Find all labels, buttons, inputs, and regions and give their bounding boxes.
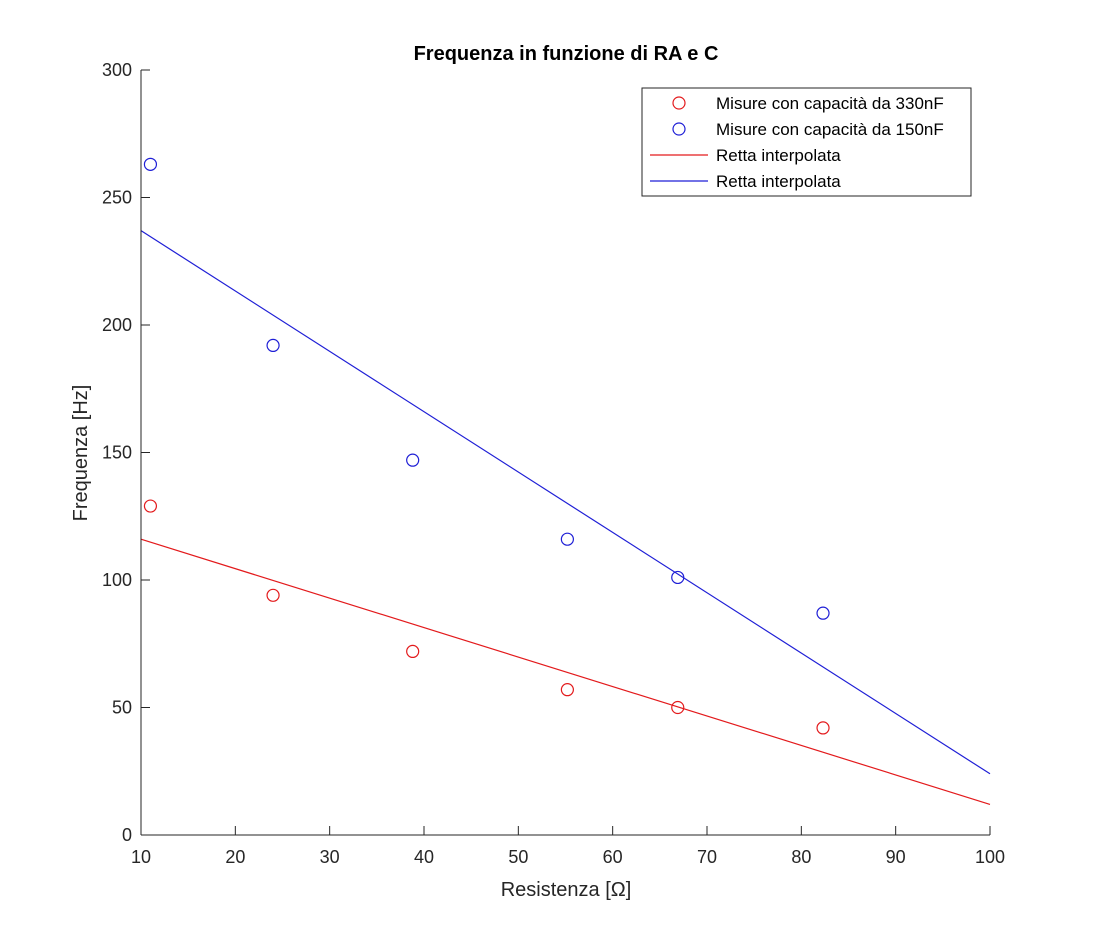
legend-label: Retta interpolata (716, 172, 841, 191)
axes: 10 20 30 40 50 60 70 80 90 100 0 50 100 150 200 250 300 (102, 60, 1005, 867)
y-tick-label: 150 (102, 443, 132, 463)
x-axis-title: Resistenza [Ω] (501, 879, 632, 901)
fit-line-2 (140, 538, 991, 805)
y-tick-label: 300 (102, 60, 132, 80)
chart-title: Frequenza in funzione di RA e C (414, 43, 719, 65)
x-tick-label: 90 (886, 847, 906, 867)
fit-line-3 (140, 230, 991, 775)
y-tick-label: 100 (102, 570, 132, 590)
plot-area (140, 157, 991, 805)
legend: Misure con capacità da 330nF Misure con c… (641, 87, 972, 197)
y-tick-label: 200 (102, 315, 132, 335)
legend-label: Retta interpolata (716, 146, 841, 165)
x-tick-label: 10 (131, 847, 151, 867)
x-tick-label: 50 (508, 847, 528, 867)
x-tick-label: 60 (603, 847, 623, 867)
data-point (143, 157, 158, 171)
legend-box (641, 87, 972, 197)
x-tick-label: 40 (414, 847, 434, 867)
y-tick-label: 0 (122, 825, 132, 845)
legend-label: Misure con capacità da 150nF (716, 120, 944, 139)
data-point (816, 606, 830, 620)
data-point (816, 721, 830, 735)
data-point (143, 499, 158, 513)
data-point (560, 683, 574, 697)
legend-marker-swatch (672, 122, 686, 136)
data-point (406, 453, 420, 467)
y-axis-title: Frequenza [Hz] (70, 385, 92, 522)
legend-label: Misure con capacità da 330nF (716, 94, 944, 113)
x-tick-label: 20 (225, 847, 245, 867)
y-tick-label: 250 (102, 188, 132, 208)
x-tick-label: 80 (791, 847, 811, 867)
data-point (406, 644, 420, 659)
x-tick-label: 70 (697, 847, 717, 867)
legend-marker-swatch (672, 96, 686, 110)
data-point (671, 700, 685, 715)
x-tick-label: 100 (975, 847, 1005, 867)
data-point (266, 588, 280, 602)
x-tick-label: 30 (320, 847, 340, 867)
data-point (560, 532, 574, 546)
y-tick-label: 50 (112, 698, 132, 718)
data-point (266, 338, 280, 352)
